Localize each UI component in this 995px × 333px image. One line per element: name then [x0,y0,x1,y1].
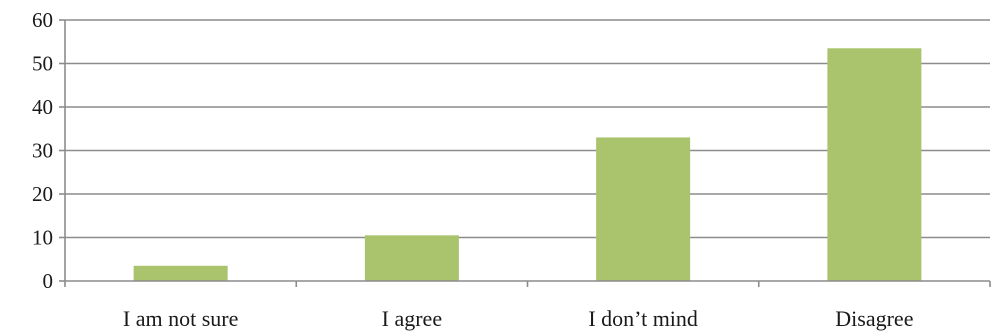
y-tick-labels: 0 10 20 30 40 50 60 [32,8,53,293]
bar-0 [133,265,228,281]
x-category-label-2: I don’t mind [588,306,698,331]
x-category-label-1: I agree [382,306,442,331]
bars [133,48,922,282]
y-tick-label-30: 30 [32,139,53,163]
y-tick-label-60: 60 [32,8,53,32]
axes [59,19,991,287]
bar-1 [364,235,459,281]
y-tick-label-0: 0 [43,269,54,293]
y-tick-label-10: 10 [32,226,53,250]
x-category-label-3: Disagree [835,306,913,331]
y-tick-label-20: 20 [32,182,53,206]
bar-2 [596,137,691,281]
x-category-labels: I am not sure I agree I don’t mind Disagree [123,306,914,331]
y-tick-label-50: 50 [32,52,53,76]
bar-3 [827,48,922,282]
x-category-label-0: I am not sure [123,306,238,331]
y-tick-label-40: 40 [32,95,53,119]
